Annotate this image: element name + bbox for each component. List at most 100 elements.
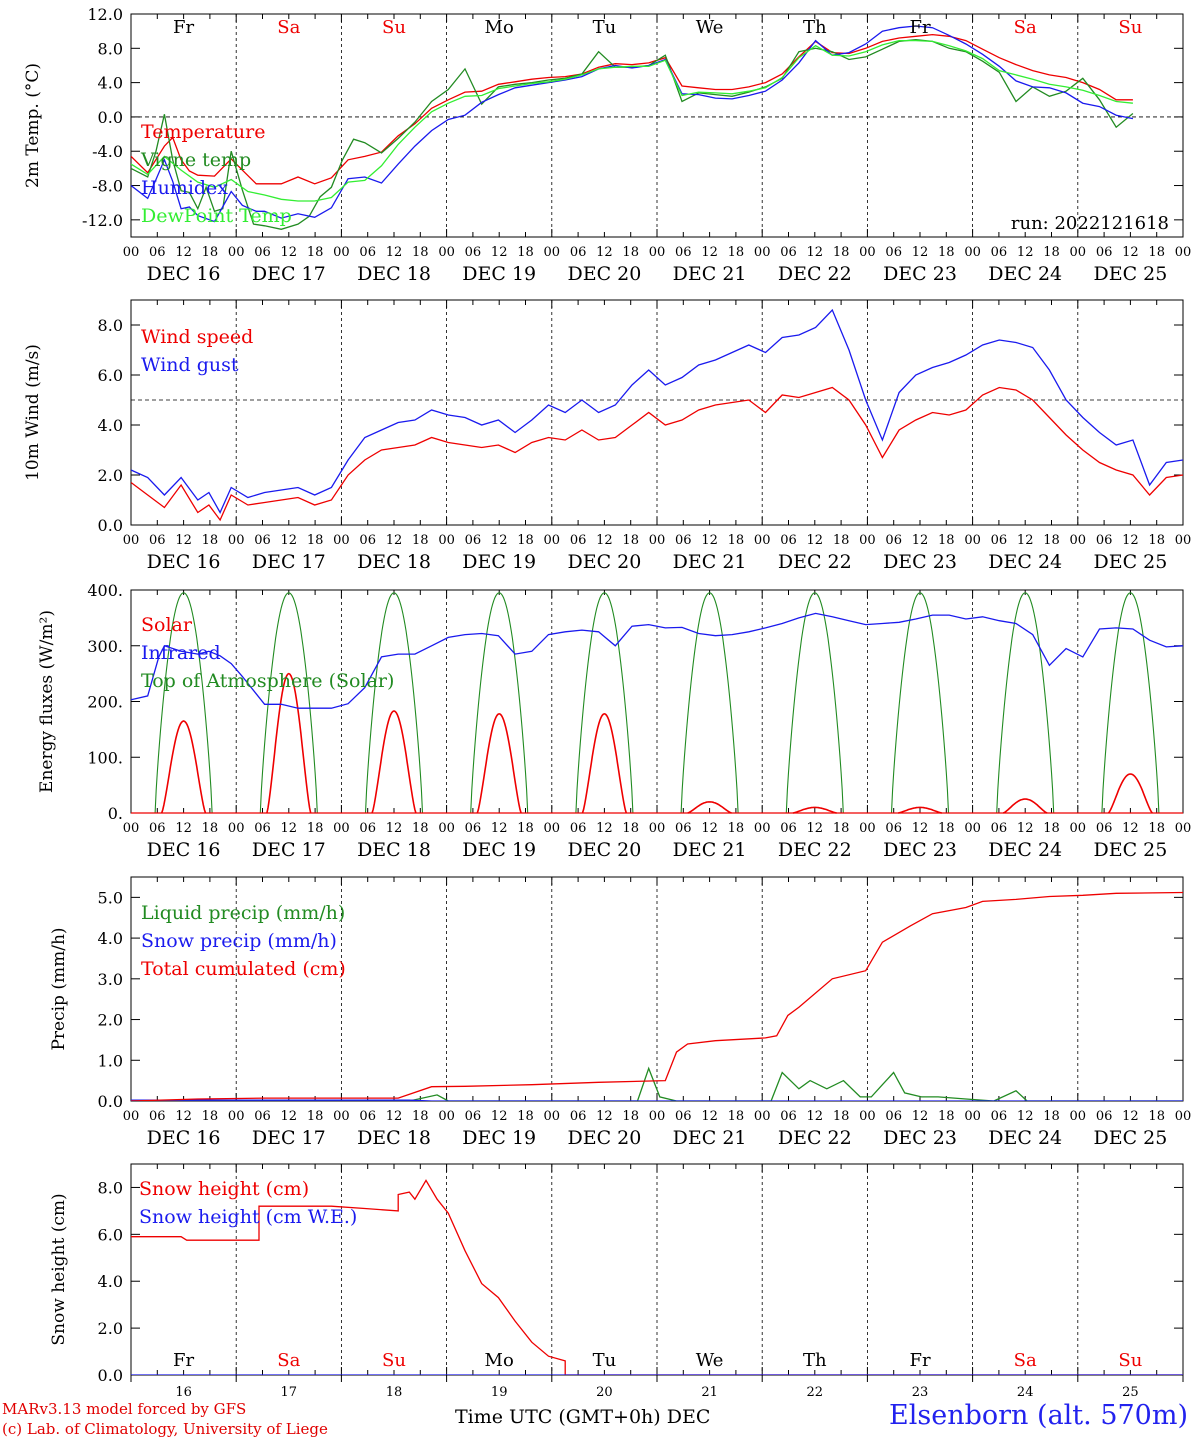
y-tick-label: 100.	[87, 748, 123, 767]
hour-label: 12	[386, 1109, 403, 1124]
toa-solar-curve	[996, 592, 1055, 814]
legend-label: Infrared	[141, 642, 221, 664]
y-tick-label: 2.0	[98, 466, 123, 485]
weekday-label: Th	[803, 17, 827, 38]
hour-label: 00	[754, 245, 771, 260]
model-credit: MARv3.13 model forced by GFS	[2, 1400, 247, 1418]
panel-2	[130, 299, 1184, 526]
hour-label: 18	[412, 245, 429, 260]
hour-label: 00	[964, 1109, 981, 1124]
hour-label: 06	[570, 821, 587, 836]
hour-label: 18	[728, 1109, 745, 1124]
hour-label: 18	[202, 533, 219, 548]
y-tick-label: 4.0	[98, 74, 123, 93]
legend-label: Snow precip (mm/h)	[141, 930, 337, 952]
hour-label: 06	[359, 533, 376, 548]
lab-credit: (c) Lab. of Climatology, University of L…	[2, 1420, 328, 1438]
hour-label: 06	[675, 533, 692, 548]
date-label: DEC 17	[252, 839, 326, 861]
date-label: DEC 23	[883, 551, 957, 573]
hour-label: 00	[1175, 245, 1192, 260]
hour-label: 12	[1122, 245, 1139, 260]
hour-label: 12	[701, 1109, 718, 1124]
hour-label: 12	[386, 821, 403, 836]
legend-label: DewPoint Temp	[141, 205, 292, 227]
hour-label: 00	[544, 1109, 561, 1124]
day-number: 20	[596, 1385, 613, 1400]
day-number: 18	[386, 1385, 403, 1400]
solar-curve	[1002, 798, 1048, 814]
plot-frame	[130, 13, 1184, 238]
weekday-label: Fr	[909, 1350, 930, 1371]
y-tick-label: 0.0	[98, 516, 123, 535]
hour-label: 00	[754, 533, 771, 548]
hour-label: 06	[359, 821, 376, 836]
date-label: DEC 19	[462, 263, 536, 285]
hour-label: 06	[149, 533, 166, 548]
toa-solar-curve	[575, 592, 634, 814]
hour-label: 06	[359, 1109, 376, 1124]
hour-label: 12	[1017, 533, 1034, 548]
weekday-label: Fr	[909, 17, 930, 38]
date-label: DEC 20	[567, 839, 641, 861]
hour-label: 12	[701, 821, 718, 836]
y-tick-label: 6.0	[98, 1225, 123, 1244]
hour-label: 06	[780, 1109, 797, 1124]
hour-label: 12	[807, 1109, 824, 1124]
hour-label: 06	[465, 1109, 482, 1124]
weekday-label: Fr	[173, 17, 194, 38]
y-tick-label: 0.0	[98, 108, 123, 127]
date-label: DEC 18	[357, 1127, 431, 1149]
date-label: DEC 22	[778, 551, 852, 573]
date-label: DEC 25	[1093, 839, 1167, 861]
weekday-label: Su	[1118, 17, 1142, 38]
y-tick-label: 4.0	[98, 1272, 123, 1291]
hour-label: 06	[254, 1109, 271, 1124]
weekday-label: We	[696, 17, 724, 38]
solar-curve	[266, 672, 312, 814]
date-label: DEC 19	[462, 551, 536, 573]
date-label: DEC 19	[462, 1127, 536, 1149]
hour-label: 06	[465, 245, 482, 260]
date-label: DEC 20	[567, 1127, 641, 1149]
hour-label: 18	[202, 1109, 219, 1124]
hour-label: 18	[1043, 245, 1060, 260]
hour-label: 06	[254, 245, 271, 260]
legend-label: Snow height (cm W.E.)	[139, 1206, 357, 1228]
legend-label: Vigne temp	[140, 149, 251, 171]
weekday-label: Sa	[1014, 1350, 1037, 1371]
hour-label: 00	[649, 1109, 666, 1124]
y-tick-label: -12.0	[82, 211, 123, 230]
y-tick-label: 2.0	[98, 1011, 123, 1030]
hour-label: 12	[596, 1109, 613, 1124]
hour-label: 06	[675, 821, 692, 836]
hour-label: 18	[728, 533, 745, 548]
hour-label: 12	[1122, 821, 1139, 836]
hour-label: 00	[123, 533, 140, 548]
hour-label: 06	[149, 821, 166, 836]
date-label: DEC 20	[567, 551, 641, 573]
hour-label: 12	[175, 245, 192, 260]
hour-label: 18	[1043, 1109, 1060, 1124]
date-label: DEC 18	[357, 551, 431, 573]
hour-label: 18	[412, 1109, 429, 1124]
hour-label: 18	[622, 245, 639, 260]
hour-label: 18	[1043, 533, 1060, 548]
hour-label: 12	[596, 821, 613, 836]
y-tick-label: 200.	[87, 693, 123, 712]
hour-label: 06	[359, 245, 376, 260]
hour-label: 12	[1122, 533, 1139, 548]
y-tick-label: -8.0	[92, 177, 123, 196]
hour-label: 12	[281, 245, 298, 260]
date-label: DEC 16	[147, 551, 221, 573]
hour-label: 18	[517, 821, 534, 836]
series-green	[131, 1066, 1183, 1101]
weekday-label: Su	[382, 1350, 406, 1371]
hour-label: 12	[807, 821, 824, 836]
y-tick-label: 400.	[87, 581, 123, 600]
y-tick-label: 6.0	[98, 366, 123, 385]
y-tick-label: 8.0	[98, 1178, 123, 1197]
hour-label: 00	[333, 245, 350, 260]
hour-label: 18	[1148, 1109, 1165, 1124]
toa-solar-curve	[470, 592, 529, 814]
